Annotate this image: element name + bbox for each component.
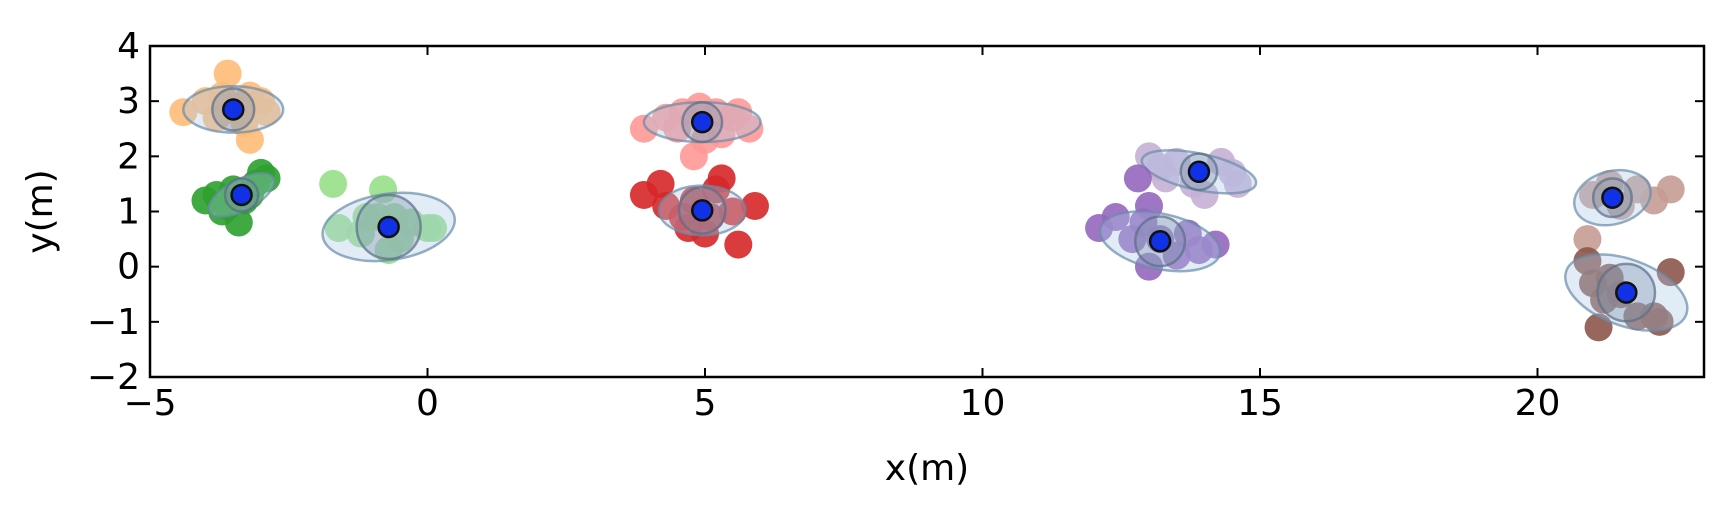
data-point [1595,263,1624,292]
data-point [1190,180,1219,209]
x-tick-label: −5 [123,383,176,424]
axis-ticks: −5 0 5 10 15 20 −2 −1 0 1 2 3 4 [87,26,1704,424]
data-point [646,169,675,198]
data-point [324,214,353,243]
x-tick-label: 10 [960,383,1006,424]
data-point [1656,258,1685,287]
data-point [352,203,381,232]
cluster-6 [1135,142,1258,209]
y-tick-label: 4 [117,26,140,67]
cluster-3 [319,169,457,265]
cluster-4 [629,92,764,171]
cluster-8 [1573,168,1685,254]
data-point [724,230,753,259]
data-point [740,191,769,220]
x-tick-label: 5 [694,383,717,424]
y-tick-label: −2 [87,357,140,398]
y-tick-label: 0 [117,247,140,288]
y-tick-label: −1 [87,302,140,343]
data-point [252,98,281,127]
cluster-center [230,183,253,207]
cluster-center [690,199,714,222]
plot-area [169,59,1689,342]
cluster-center [222,98,245,121]
data-point [1201,230,1230,259]
data-point [1573,225,1602,254]
cluster-9 [1564,247,1689,342]
data-point [679,142,708,171]
cluster-center [1187,160,1211,184]
data-point [1151,164,1180,193]
cluster-center [690,110,714,134]
cluster-5 [629,164,769,259]
data-point [663,114,692,143]
data-point [629,114,658,143]
cluster-2 [191,158,281,237]
data-point [419,214,448,243]
x-axis-label: x(m) [885,448,969,489]
x-tick-label: 15 [1237,383,1283,424]
cluster-center [1615,281,1638,304]
cluster-center [1601,186,1624,209]
x-tick-label: 0 [416,383,439,424]
data-point [1123,164,1152,193]
cluster-1 [169,59,285,154]
data-point [213,59,242,88]
y-axis-label: y(m) [20,169,61,253]
x-tick-label: 20 [1515,383,1561,424]
y-tick-label: 3 [117,81,140,122]
cluster-center [377,215,400,239]
cluster-center [1148,230,1172,253]
data-point [1101,203,1130,232]
y-tick-label: 1 [117,192,140,233]
data-point [319,169,348,198]
data-point [1656,175,1685,204]
cluster-7 [1085,164,1230,281]
y-tick-label: 2 [117,136,140,177]
